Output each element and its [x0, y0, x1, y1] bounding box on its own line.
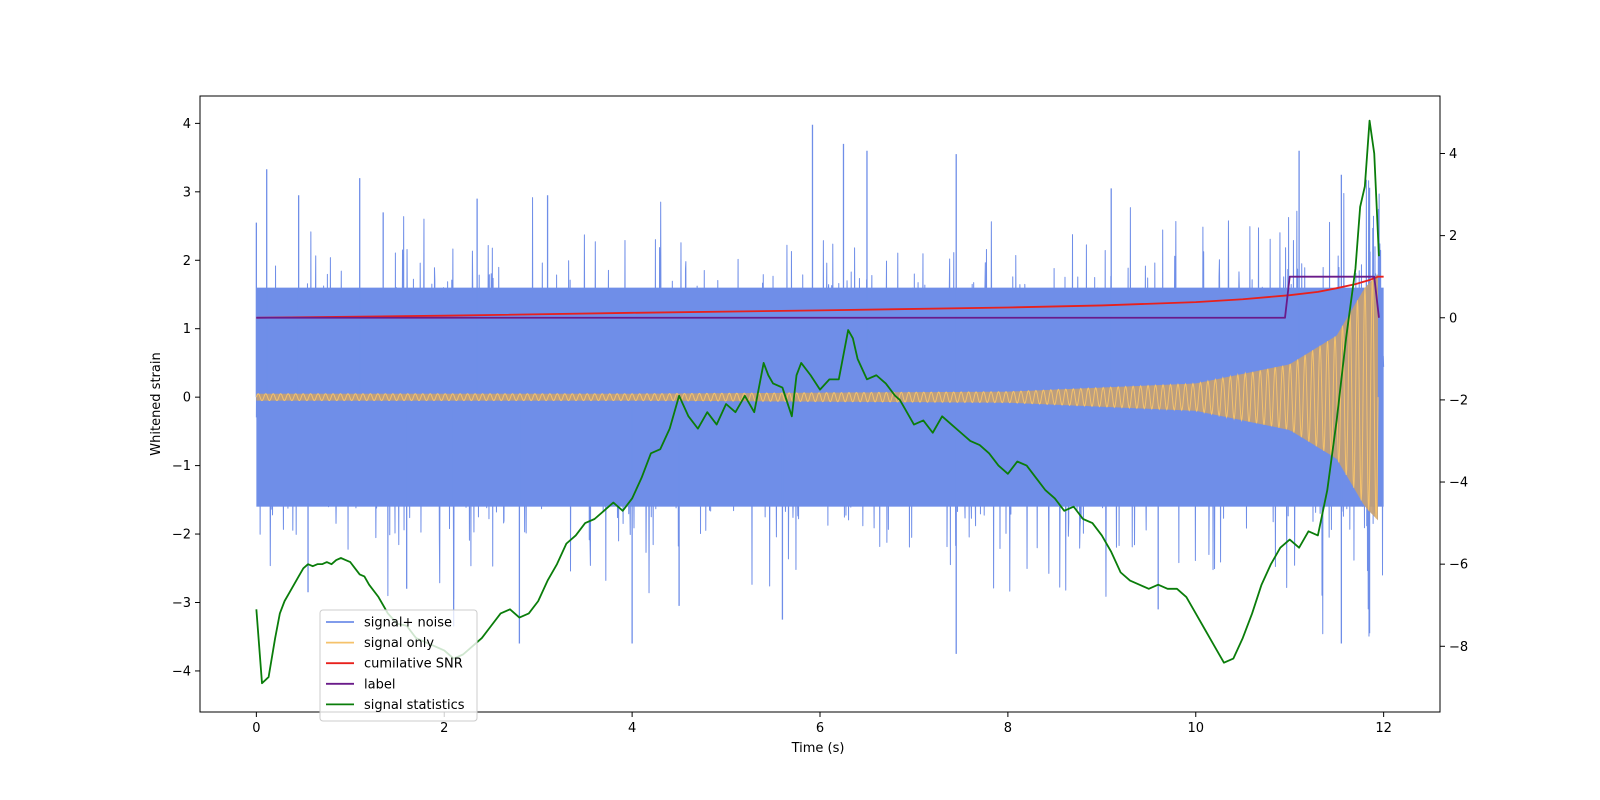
y-tick-label: −4 — [172, 664, 191, 679]
signal-statistics-line — [255, 119, 1380, 685]
x-tick-label: 12 — [1375, 721, 1392, 736]
legend-entry: cumilative SNR — [364, 657, 463, 672]
label-line — [256, 275, 1380, 319]
legend-entry: signal+ noise — [364, 616, 452, 631]
x-axis: 0 2 4 6 8 10 12 — [252, 712, 1392, 736]
y-axis-right: −8 −6 −4 −2 0 2 4 — [1440, 147, 1468, 655]
y-tick-label: −2 — [172, 528, 191, 543]
y2-tick-label: −8 — [1449, 640, 1468, 655]
y-tick-label: 2 — [183, 254, 191, 269]
x-tick-label: 6 — [816, 721, 824, 736]
y2-tick-label: 0 — [1449, 311, 1457, 326]
series-label — [256, 275, 1380, 319]
x-tick-label: 10 — [1187, 721, 1204, 736]
y-tick-label: −3 — [172, 596, 191, 611]
y-tick-label: −1 — [172, 459, 191, 474]
y-tick-label: 4 — [183, 117, 191, 132]
x-tick-label: 8 — [1004, 721, 1012, 736]
series-signal-only — [255, 273, 1379, 521]
x-tick-label: 0 — [252, 721, 260, 736]
x-tick-label: 2 — [440, 721, 448, 736]
x-tick-label: 4 — [628, 721, 636, 736]
series-cumulative-snr — [256, 275, 1384, 319]
y-tick-label: 3 — [183, 185, 191, 200]
series-signal-statistics — [255, 119, 1380, 685]
y-tick-label: 1 — [183, 322, 191, 337]
legend-entry: signal statistics — [364, 698, 465, 713]
y-axis-left: −4 −3 −2 −1 0 1 2 3 4 — [172, 117, 200, 679]
y2-tick-label: −6 — [1449, 558, 1468, 573]
y2-tick-label: −4 — [1449, 476, 1468, 491]
signal-only-line — [255, 279, 1379, 519]
cumulative-snr-line — [256, 275, 1384, 319]
y2-tick-label: 4 — [1449, 147, 1457, 162]
y2-tick-label: 2 — [1449, 229, 1457, 244]
legend-entry: signal only — [364, 636, 434, 651]
plot-area — [255, 119, 1385, 685]
x-axis-label: Time (s) — [791, 741, 845, 756]
y-tick-label: 0 — [183, 391, 191, 406]
y2-tick-label: −2 — [1449, 393, 1468, 408]
legend-entry: label — [364, 677, 395, 692]
legend-box — [319, 609, 478, 722]
y-axis-label: Whitened strain — [149, 352, 164, 455]
legend: signal+ noise signal only cumilative SNR la… — [319, 609, 478, 722]
